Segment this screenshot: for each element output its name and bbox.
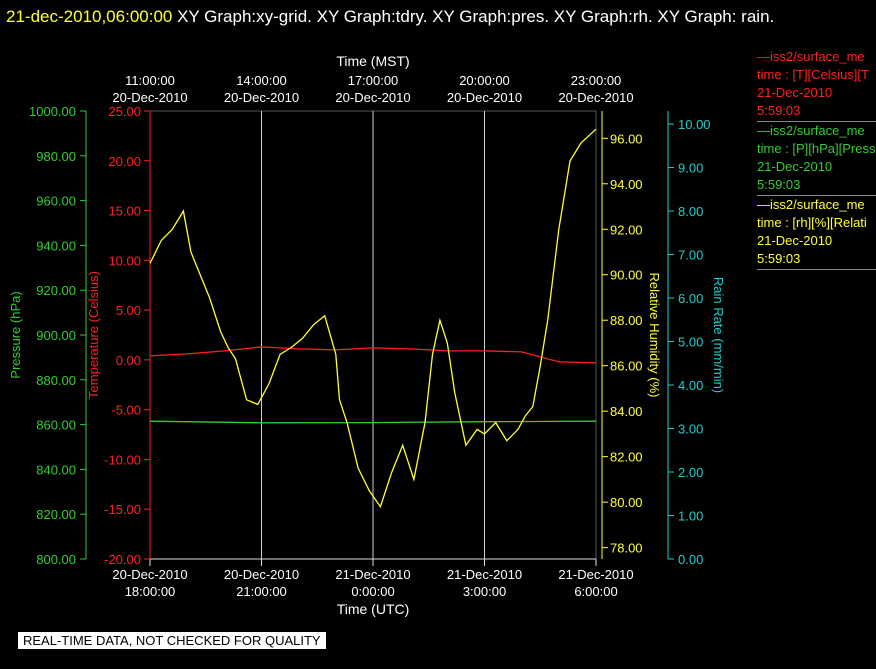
bottom-tick-time: 21:00:00 <box>236 584 287 599</box>
humidity-tick-label: 82.00 <box>610 450 643 465</box>
humidity-tick-label: 84.00 <box>610 404 643 419</box>
bottom-axis-title: Time (UTC) <box>337 601 410 617</box>
humidity-tick-label: 80.00 <box>610 495 643 510</box>
humidity-tick-label: 88.00 <box>610 313 643 328</box>
legend-series-time: 5:59:03 <box>757 251 801 266</box>
legend-series-field: time : [T][Celsius][T <box>757 67 869 82</box>
legend-series-name: —iss2/surface_me <box>757 197 865 212</box>
top-axis-title: Time (MST) <box>336 53 409 69</box>
temperature-tick-label: -20.00 <box>104 552 141 567</box>
pressure-tick-label: 940.00 <box>36 238 76 253</box>
legend-series-date: 21-Dec-2010 <box>757 159 833 174</box>
humidity-tick-label: 92.00 <box>610 222 643 237</box>
legend-series-field: time : [P][hPa][Press <box>757 141 876 156</box>
pressure-tick-label: 860.00 <box>36 418 76 433</box>
legend-entry-pressure[interactable]: —iss2/surface_me time : [P][hPa][Press 2… <box>757 122 876 196</box>
legend-entry-temperature[interactable]: —iss2/surface_me time : [T][Celsius][T 2… <box>757 48 876 122</box>
graph-date: 21-dec-2010,06:00:00 <box>6 7 173 26</box>
pressure-tick-label: 880.00 <box>36 373 76 388</box>
temperature-tick-label: -10.00 <box>104 452 141 467</box>
legend-entry-humidity[interactable]: —iss2/surface_me time : [rh][%][Relati 2… <box>757 196 876 270</box>
legend-series-date: 21-Dec-2010 <box>757 85 833 100</box>
legend-series-date: 21-Dec-2010 <box>757 233 833 248</box>
series-line-humidity <box>149 128 597 509</box>
top-tick-date: 20-Dec-2010 <box>335 90 410 105</box>
pressure-tick-label: 960.00 <box>36 194 76 209</box>
pressure-tick-label: 900.00 <box>36 328 76 343</box>
graph-title: 21-dec-2010,06:00:00 XY Graph:xy-grid. X… <box>6 2 866 31</box>
top-tick-time: 11:00:00 <box>125 73 175 88</box>
legend-series-time: 5:59:03 <box>757 177 801 192</box>
bottom-tick-date: 21-Dec-2010 <box>558 567 633 582</box>
bottom-tick-time: 6:00:00 <box>574 584 617 599</box>
top-tick-time: 23:00:00 <box>571 73 622 88</box>
pressure-tick-label: 800.00 <box>36 552 76 567</box>
temperature-tick-label: 10.00 <box>108 253 141 268</box>
pressure-tick-label: 1000.00 <box>29 104 76 119</box>
humidity-tick-label: 90.00 <box>610 268 643 283</box>
rain-tick-label: 1.00 <box>678 509 703 524</box>
top-tick-date: 20-Dec-2010 <box>558 90 633 105</box>
bottom-tick-date: 21-Dec-2010 <box>335 567 410 582</box>
series-line-temperature <box>149 346 597 364</box>
temperature-tick-label: 15.00 <box>108 204 141 219</box>
bottom-tick-time: 18:00:00 <box>125 584 176 599</box>
legend: —iss2/surface_me time : [T][Celsius][T 2… <box>757 48 876 270</box>
top-tick-time: 20:00:00 <box>459 73 510 88</box>
bottom-tick-date: 21-Dec-2010 <box>447 567 522 582</box>
rain-tick-label: 2.00 <box>678 465 703 480</box>
humidity-tick-label: 78.00 <box>610 541 643 556</box>
bottom-tick-time: 0:00:00 <box>351 584 394 599</box>
temperature-tick-label: -15.00 <box>104 502 141 517</box>
bottom-tick-date: 20-Dec-2010 <box>224 567 299 582</box>
rain-tick-label: 7.00 <box>678 248 703 263</box>
temperature-tick-label: 20.00 <box>108 154 141 169</box>
quality-warning: REAL-TIME DATA, NOT CHECKED FOR QUALITY <box>18 632 326 649</box>
bottom-tick-time: 3:00:00 <box>463 584 506 599</box>
legend-series-field: time : [rh][%][Relati <box>757 215 867 230</box>
pressure-tick-label: 920.00 <box>36 283 76 298</box>
bottom-tick-date: 20-Dec-2010 <box>112 567 187 582</box>
top-tick-time: 14:00:00 <box>236 73 287 88</box>
temperature-tick-label: 0.00 <box>116 353 141 368</box>
rain-tick-label: 6.00 <box>678 291 703 306</box>
temperature-axis-title: Temperature (Celsius) <box>86 271 101 399</box>
top-tick-date: 20-Dec-2010 <box>112 90 187 105</box>
pressure-tick-label: 840.00 <box>36 462 76 477</box>
legend-series-time: 5:59:03 <box>757 103 801 118</box>
humidity-tick-label: 96.00 <box>610 131 643 146</box>
rain-tick-label: 4.00 <box>678 378 703 393</box>
rain-tick-label: 5.00 <box>678 335 703 350</box>
temperature-tick-label: 5.00 <box>116 303 141 318</box>
humidity-tick-label: 86.00 <box>610 359 643 374</box>
legend-series-name: —iss2/surface_me <box>757 123 865 138</box>
top-tick-date: 20-Dec-2010 <box>224 90 299 105</box>
legend-series-name: —iss2/surface_me <box>757 49 865 64</box>
rain-axis-title: Rain Rate (mm/min) <box>711 277 726 393</box>
top-tick-time: 17:00:00 <box>348 73 399 88</box>
temperature-tick-label: -5.00 <box>111 403 141 418</box>
pressure-tick-label: 980.00 <box>36 149 76 164</box>
pressure-axis-title: Pressure (hPa) <box>8 291 23 378</box>
rain-tick-label: 8.00 <box>678 204 703 219</box>
rain-tick-label: 9.00 <box>678 161 703 176</box>
humidity-tick-label: 94.00 <box>610 177 643 192</box>
rain-tick-label: 3.00 <box>678 422 703 437</box>
graph-list: XY Graph:xy-grid. XY Graph:tdry. XY Grap… <box>172 7 775 26</box>
humidity-axis-title: Relative Humidity (%) <box>647 273 662 398</box>
temperature-tick-label: 25.00 <box>108 104 141 119</box>
pressure-tick-label: 820.00 <box>36 507 76 522</box>
rain-tick-label: 10.00 <box>678 117 711 132</box>
rain-tick-label: 0.00 <box>678 552 703 567</box>
top-tick-date: 20-Dec-2010 <box>447 90 522 105</box>
